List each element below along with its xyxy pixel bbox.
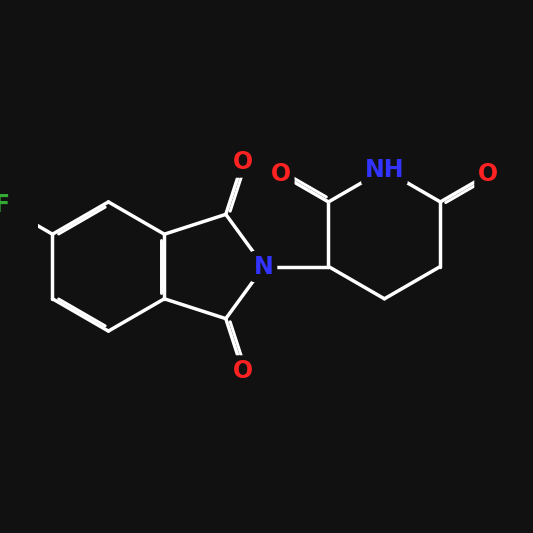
Text: O: O [233,150,253,174]
Text: NH: NH [365,158,404,182]
Text: O: O [233,359,253,383]
Text: F: F [0,193,10,217]
Text: N: N [254,254,274,279]
Text: O: O [478,163,498,187]
Text: O: O [271,163,291,187]
